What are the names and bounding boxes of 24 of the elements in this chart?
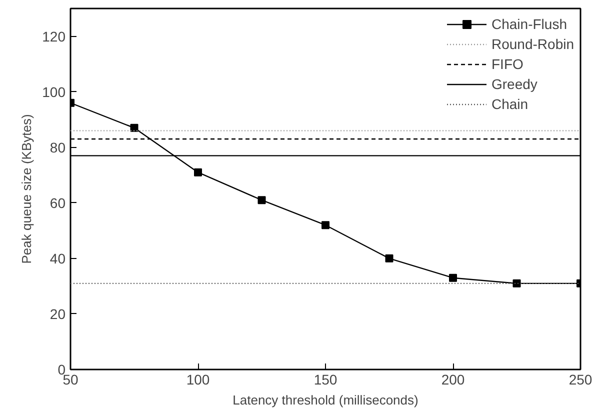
x-axis-title: Latency threshold (milliseconds) bbox=[232, 392, 418, 408]
legend-label: Greedy bbox=[492, 76, 538, 92]
x-tick-label: 150 bbox=[314, 372, 338, 388]
point bbox=[258, 196, 266, 204]
y-axis-title: Peak queue size (KBytes) bbox=[19, 114, 34, 264]
y-tick-label: 120 bbox=[42, 28, 66, 44]
legend-label: Chain bbox=[492, 96, 528, 112]
y-tick-label: 60 bbox=[50, 194, 66, 211]
y-tick-label: 20 bbox=[50, 306, 66, 322]
x-tick-label: 200 bbox=[441, 372, 465, 388]
y-tick-label: 80 bbox=[50, 139, 66, 156]
legend-label: Chain-Flush bbox=[492, 16, 567, 32]
point bbox=[194, 168, 202, 176]
point bbox=[130, 124, 138, 132]
point bbox=[385, 254, 394, 262]
point bbox=[322, 221, 330, 230]
legend-label: Round-Robin bbox=[492, 36, 574, 52]
legend-label: FIFO bbox=[492, 56, 524, 72]
point bbox=[449, 274, 457, 282]
x-tick-label: 250 bbox=[568, 372, 592, 388]
x-tick-label: 100 bbox=[186, 372, 210, 388]
point bbox=[512, 279, 521, 288]
y-tick-label: 100 bbox=[42, 84, 66, 100]
y-tick-label: 40 bbox=[50, 250, 66, 266]
